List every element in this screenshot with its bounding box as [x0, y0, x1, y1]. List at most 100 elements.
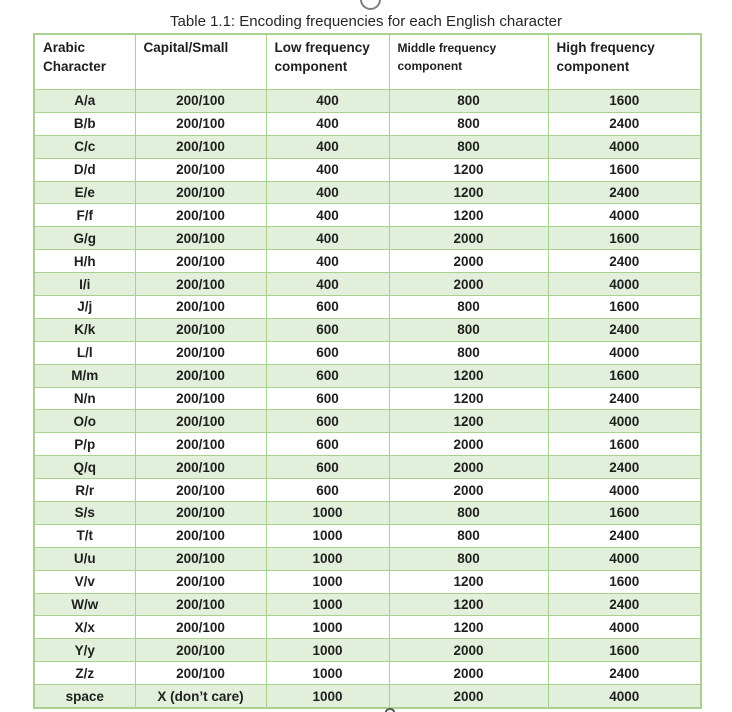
column-header-middle-frequency-component: Middle frequency component	[388, 33, 549, 90]
value-cell-middle-frequency-component: 1200	[388, 409, 549, 434]
value-cell-middle-frequency-component: 1200	[388, 592, 549, 617]
table-row: E/e 200/100 400 1200 2400	[33, 180, 702, 205]
value-cell-low-frequency-component: 600	[265, 317, 390, 342]
value-cell-capital-small: 200/100	[134, 523, 267, 548]
column-header-low-frequency-component: Low frequency component	[265, 33, 390, 90]
character-cell: R/r	[33, 478, 136, 503]
value-cell-capital-small: X (don’t care)	[134, 684, 267, 709]
table-row: Y/y 200/100 1000 2000 1600	[33, 638, 702, 663]
value-cell-high-frequency-component: 4000	[547, 203, 702, 228]
value-cell-low-frequency-component: 400	[265, 272, 390, 297]
character-cell: S/s	[33, 501, 136, 525]
value-cell-capital-small: 200/100	[134, 569, 267, 594]
character-cell: D/d	[33, 157, 136, 182]
value-cell-high-frequency-component: 1600	[547, 363, 702, 388]
value-cell-high-frequency-component: 4000	[547, 478, 702, 503]
table-row: B/b 200/100 400 800 2400	[33, 111, 702, 136]
table-row: A/a 200/100 400 800 1600	[33, 89, 702, 113]
value-cell-high-frequency-component: 1600	[547, 226, 702, 251]
encoding-frequencies-table: Arabic Character Capital/Small Low frequen…	[33, 33, 702, 710]
value-cell-middle-frequency-component: 2000	[388, 478, 549, 503]
table-row: Z/z 200/100 1000 2000 2400	[33, 661, 702, 686]
value-cell-capital-small: 200/100	[134, 592, 267, 617]
table-row: P/p 200/100 600 2000 1600	[33, 432, 702, 457]
value-cell-capital-small: 200/100	[134, 363, 267, 388]
value-cell-low-frequency-component: 1000	[265, 615, 390, 640]
value-cell-middle-frequency-component: 2000	[388, 455, 549, 480]
table-row: H/h 200/100 400 2000 2400	[33, 249, 702, 274]
table-row: R/r 200/100 600 2000 4000	[33, 478, 702, 503]
character-cell: space	[33, 684, 136, 709]
value-cell-capital-small: 200/100	[134, 432, 267, 457]
table-body: A/a 200/100 400 800 1600 B/b 200/100 400 800 2400…	[33, 89, 702, 709]
value-cell-low-frequency-component: 400	[265, 111, 390, 136]
value-cell-low-frequency-component: 600	[265, 386, 390, 411]
table-row: J/j 200/100 600 800 1600	[33, 295, 702, 319]
table-row: K/k 200/100 600 800 2400	[33, 317, 702, 342]
value-cell-high-frequency-component: 2400	[547, 592, 702, 617]
value-cell-high-frequency-component: 1600	[547, 295, 702, 319]
value-cell-capital-small: 200/100	[134, 157, 267, 182]
value-cell-low-frequency-component: 600	[265, 409, 390, 434]
column-header-arabic-character: Arabic Character	[33, 33, 136, 90]
value-cell-high-frequency-component: 1600	[547, 638, 702, 663]
value-cell-capital-small: 200/100	[134, 203, 267, 228]
value-cell-middle-frequency-component: 2000	[388, 684, 549, 709]
value-cell-low-frequency-component: 400	[265, 180, 390, 205]
table-row: V/v 200/100 1000 1200 1600	[33, 569, 702, 594]
value-cell-high-frequency-component: 1600	[547, 569, 702, 594]
value-cell-high-frequency-component: 2400	[547, 661, 702, 686]
value-cell-middle-frequency-component: 2000	[388, 226, 549, 251]
value-cell-capital-small: 200/100	[134, 317, 267, 342]
table-row: Q/q 200/100 600 2000 2400	[33, 455, 702, 480]
value-cell-capital-small: 200/100	[134, 180, 267, 205]
value-cell-middle-frequency-component: 2000	[388, 661, 549, 686]
table-caption: Table 1.1: Encoding frequencies for each…	[170, 13, 562, 30]
value-cell-low-frequency-component: 400	[265, 249, 390, 274]
character-cell: C/c	[33, 134, 136, 159]
value-cell-middle-frequency-component: 800	[388, 111, 549, 136]
value-cell-low-frequency-component: 400	[265, 157, 390, 182]
table-row: space X (don’t care) 1000 2000 4000	[33, 684, 702, 709]
value-cell-high-frequency-component: 2400	[547, 523, 702, 548]
value-cell-capital-small: 200/100	[134, 501, 267, 525]
value-cell-middle-frequency-component: 800	[388, 295, 549, 319]
character-cell: P/p	[33, 432, 136, 457]
value-cell-middle-frequency-component: 2000	[388, 272, 549, 297]
value-cell-middle-frequency-component: 1200	[388, 615, 549, 640]
value-cell-middle-frequency-component: 800	[388, 501, 549, 525]
character-cell: F/f	[33, 203, 136, 228]
character-cell: L/l	[33, 340, 136, 365]
value-cell-high-frequency-component: 4000	[547, 546, 702, 571]
value-cell-capital-small: 200/100	[134, 226, 267, 251]
table-row: U/u 200/100 1000 800 4000	[33, 546, 702, 571]
value-cell-high-frequency-component: 2400	[547, 386, 702, 411]
value-cell-low-frequency-component: 600	[265, 295, 390, 319]
value-cell-middle-frequency-component: 1200	[388, 157, 549, 182]
value-cell-low-frequency-component: 600	[265, 478, 390, 503]
cropped-descender-icon	[360, 0, 381, 10]
character-cell: U/u	[33, 546, 136, 571]
value-cell-capital-small: 200/100	[134, 89, 267, 113]
value-cell-capital-small: 200/100	[134, 340, 267, 365]
value-cell-high-frequency-component: 2400	[547, 455, 702, 480]
value-cell-capital-small: 200/100	[134, 386, 267, 411]
character-cell: Z/z	[33, 661, 136, 686]
value-cell-low-frequency-component: 1000	[265, 661, 390, 686]
cropped-letter-tip-icon	[385, 708, 395, 712]
value-cell-low-frequency-component: 1000	[265, 546, 390, 571]
value-cell-low-frequency-component: 1000	[265, 501, 390, 525]
character-cell: J/j	[33, 295, 136, 319]
value-cell-capital-small: 200/100	[134, 546, 267, 571]
value-cell-high-frequency-component: 4000	[547, 272, 702, 297]
value-cell-high-frequency-component: 4000	[547, 409, 702, 434]
value-cell-middle-frequency-component: 800	[388, 546, 549, 571]
character-cell: O/o	[33, 409, 136, 434]
value-cell-high-frequency-component: 2400	[547, 180, 702, 205]
character-cell: G/g	[33, 226, 136, 251]
value-cell-middle-frequency-component: 800	[388, 134, 549, 159]
value-cell-low-frequency-component: 1000	[265, 523, 390, 548]
value-cell-capital-small: 200/100	[134, 409, 267, 434]
table-row: O/o 200/100 600 1200 4000	[33, 409, 702, 434]
